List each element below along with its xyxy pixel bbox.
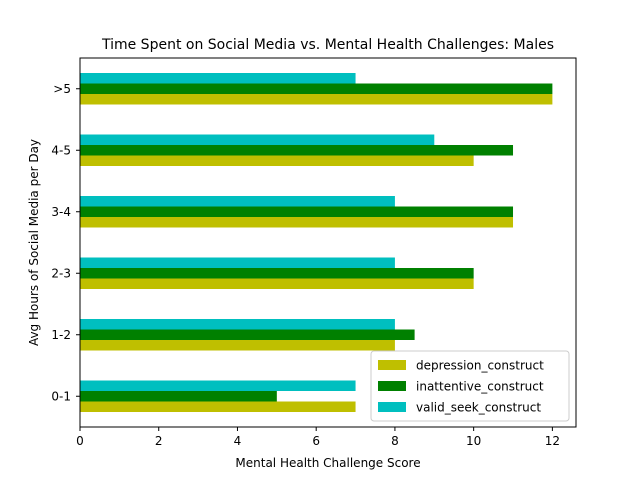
legend-label-inattentive_construct: inattentive_construct (416, 380, 544, 394)
bars-layer (80, 73, 553, 412)
bar-inattentive_construct-2 (80, 268, 474, 279)
legend: depression_construct inattentive_construc… (370, 350, 570, 422)
bar-inattentive_construct-5 (80, 83, 553, 94)
bar-valid_seek_construct-2 (80, 257, 395, 268)
chart-title: Time Spent on Social Media vs. Mental He… (101, 37, 554, 53)
bar-depression_construct-5 (80, 94, 553, 105)
x-tick-label: 6 (312, 434, 320, 448)
x-tick-label: 0 (76, 434, 84, 448)
legend-swatch-depression_construct (378, 360, 406, 370)
bar-valid_seek_construct-4 (80, 134, 435, 145)
legend-label-valid_seek_construct: valid_seek_construct (416, 401, 541, 415)
bar-depression_construct-2 (80, 278, 474, 289)
y-tick-label: >5 (53, 82, 71, 96)
bar-inattentive_construct-0 (80, 391, 277, 402)
x-tick-label: 10 (466, 434, 481, 448)
y-tick-label: 3-4 (51, 205, 71, 219)
x-tick-label: 2 (155, 434, 163, 448)
x-tick-label: 12 (545, 434, 560, 448)
legend-swatch-inattentive_construct (378, 381, 406, 391)
x-axis: 0 2 4 6 8 10 12 (76, 427, 560, 448)
legend-label-depression_construct: depression_construct (416, 359, 544, 373)
x-tick-label: 4 (234, 434, 242, 448)
legend-box (370, 350, 570, 422)
legend-swatch-valid_seek_construct (378, 402, 406, 412)
y-axis-label: Avg Hours of Social Media per Day (27, 139, 41, 346)
y-tick-label: 2-3 (51, 266, 71, 280)
x-axis-label: Mental Health Challenge Score (235, 456, 420, 470)
x-tick-label: 8 (391, 434, 399, 448)
bar-valid_seek_construct-3 (80, 196, 395, 207)
y-tick-label: 0-1 (51, 389, 71, 403)
bar-depression_construct-4 (80, 155, 474, 166)
bar-inattentive_construct-4 (80, 145, 514, 156)
bar-valid_seek_construct-1 (80, 319, 395, 330)
bar-inattentive_construct-3 (80, 206, 514, 217)
bar-valid_seek_construct-5 (80, 73, 356, 84)
y-tick-label: 1-2 (51, 328, 71, 342)
bar-depression_construct-3 (80, 217, 514, 228)
bar-depression_construct-0 (80, 401, 356, 412)
y-axis: 0-1 1-2 2-3 3-4 4-5 >5 (51, 82, 80, 403)
plot-frame (79, 57, 577, 428)
bar-depression_construct-1 (80, 340, 395, 351)
bar-inattentive_construct-1 (80, 329, 415, 340)
y-tick-label: 4-5 (51, 143, 71, 157)
bar-valid_seek_construct-0 (80, 380, 356, 391)
